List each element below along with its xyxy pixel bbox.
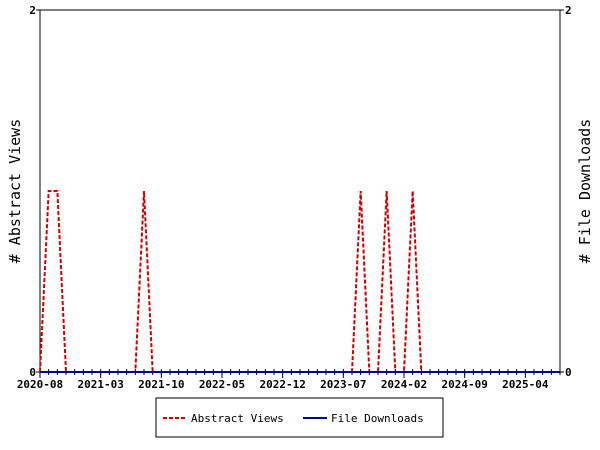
x-tick-label: 2024-09 [441, 378, 487, 391]
legend-label: File Downloads [331, 412, 424, 425]
y-tick-label: 0 [29, 366, 36, 379]
x-tick-label: 2023-07 [320, 378, 366, 391]
x-tick-label: 2022-05 [199, 378, 245, 391]
x-tick-label: 2020-08 [17, 378, 63, 391]
x-tick-label: 2022-12 [259, 378, 305, 391]
legend [155, 397, 444, 438]
x-tick-label: 2021-03 [77, 378, 123, 391]
data-line [39, 190, 560, 373]
x-tick-label: 2025-04 [502, 378, 549, 391]
x-tick-label: 2024-02 [381, 378, 427, 391]
y2-tick-label: 2 [565, 4, 572, 17]
legend-label: Abstract Views [191, 412, 284, 425]
y-axis-label: # Abstract Views [6, 119, 24, 264]
y2-axis-label: # File Downloads [576, 119, 594, 264]
y2-tick-label: 0 [565, 366, 572, 379]
x-tick-label: 2021-10 [138, 378, 184, 391]
plot-frame [39, 9, 561, 373]
y-tick-label: 2 [29, 4, 36, 17]
